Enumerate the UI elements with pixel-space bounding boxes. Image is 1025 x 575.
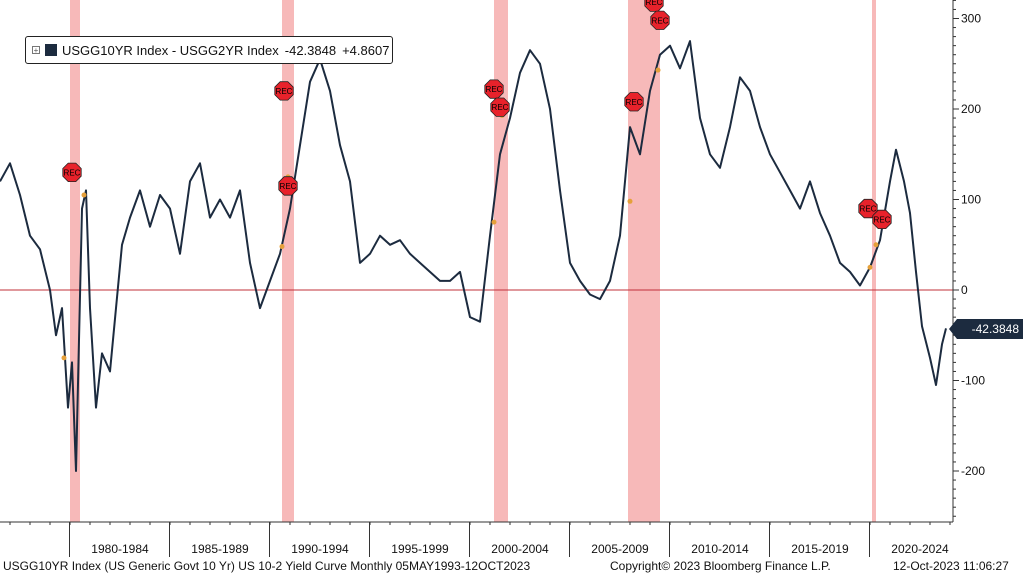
event-point — [873, 242, 879, 248]
event-point — [655, 67, 661, 73]
rec-octagon — [490, 97, 510, 117]
rec-octagon — [62, 162, 82, 183]
recession-band — [628, 0, 660, 522]
rec-marker[interactable]: REC — [274, 81, 294, 101]
event-point — [491, 219, 497, 225]
x-tick-label: 2020-2024 — [891, 542, 949, 556]
rec-marker-label: REC — [626, 98, 643, 107]
rec-marker-label: REC — [276, 87, 293, 96]
legend-last-value: -42.3848 — [284, 42, 337, 58]
rec-octagon — [650, 10, 670, 30]
recession-bands — [70, 0, 876, 522]
x-tick-label: 2000-2004 — [491, 542, 549, 556]
event-point — [279, 244, 285, 250]
rec-marker-label: REC — [646, 0, 663, 7]
y-tick-label: -200 — [961, 464, 985, 478]
legend-change: +4.8607 — [342, 42, 390, 58]
rec-marker-label: REC — [874, 215, 891, 224]
rec-octagon — [624, 92, 644, 112]
legend-swatch — [45, 44, 57, 56]
rec-octagon — [484, 79, 504, 99]
rec-marker-label: REC — [280, 182, 297, 191]
x-tick-label: 1990-1994 — [291, 542, 349, 556]
series-lines — [0, 40, 947, 472]
rec-octagon — [274, 81, 294, 101]
event-point — [61, 355, 67, 361]
rec-marker[interactable]: REC — [62, 162, 82, 183]
y-tick-label: -100 — [961, 374, 985, 388]
footer-copyright: Copyright© 2023 Bloomberg Finance L.P. — [610, 559, 831, 573]
rec-marker[interactable]: REC — [644, 0, 664, 12]
rec-octagon — [644, 0, 664, 12]
y-axis: 300 200 100 0 -100 -200 — [952, 0, 985, 522]
rec-marker[interactable]: REC — [624, 92, 644, 112]
rec-marker[interactable]: REC — [650, 10, 670, 30]
rec-marker-label: REC — [652, 16, 669, 25]
footer-timestamp: 12-Oct-2023 11:06:27 — [893, 559, 1009, 573]
x-tick-label: 2015-2019 — [791, 542, 849, 556]
rec-marker[interactable]: REC — [490, 97, 510, 117]
legend-label: USGG10YR Index - USGG2YR Index — [62, 42, 279, 58]
y-tick-label: 200 — [961, 102, 981, 116]
rec-marker[interactable]: REC — [278, 176, 298, 196]
rec-marker[interactable]: REC — [872, 209, 892, 230]
event-point — [627, 198, 633, 204]
x-tick-label: 1980-1984 — [91, 542, 149, 556]
series-line — [0, 40, 947, 472]
recession-band — [70, 0, 80, 522]
rec-marker[interactable]: REC — [858, 198, 878, 219]
recession-band — [872, 0, 876, 522]
rec-octagon — [858, 198, 878, 219]
x-tick-label: 2010-2014 — [691, 542, 749, 556]
rec-marker-label: REC — [860, 205, 877, 214]
event-points — [61, 67, 879, 361]
rec-marker-label: REC — [492, 103, 509, 112]
event-point — [867, 264, 873, 270]
rec-marker-label: REC — [486, 85, 503, 94]
last-value-badge: -42.3848 — [949, 319, 1023, 339]
rec-octagon — [278, 176, 298, 196]
rec-marker-label: REC — [64, 168, 81, 177]
x-tick-label: 2005-2009 — [591, 542, 649, 556]
footer-description: USGG10YR Index (US Generic Govt 10 Yr) U… — [3, 559, 531, 573]
x-axis: 1980-1984 1985-1989 1990-1994 1995-1999 2000… — [0, 521, 953, 557]
legend-toggle-icon[interactable]: + — [32, 46, 40, 55]
rec-octagon — [872, 209, 892, 230]
rec-marker[interactable]: REC — [484, 79, 504, 99]
x-tick-label: 1995-1999 — [391, 542, 449, 556]
y-tick-label: 0 — [961, 283, 968, 297]
event-point — [81, 192, 87, 198]
recession-band — [282, 0, 294, 522]
x-tick-label: 1985-1989 — [191, 542, 249, 556]
y-tick-label: 300 — [961, 12, 981, 26]
legend[interactable]: + USGG10YR Index - USGG2YR Index -42.384… — [25, 36, 393, 64]
recession-band — [494, 0, 508, 522]
y-tick-label: 100 — [961, 193, 981, 207]
